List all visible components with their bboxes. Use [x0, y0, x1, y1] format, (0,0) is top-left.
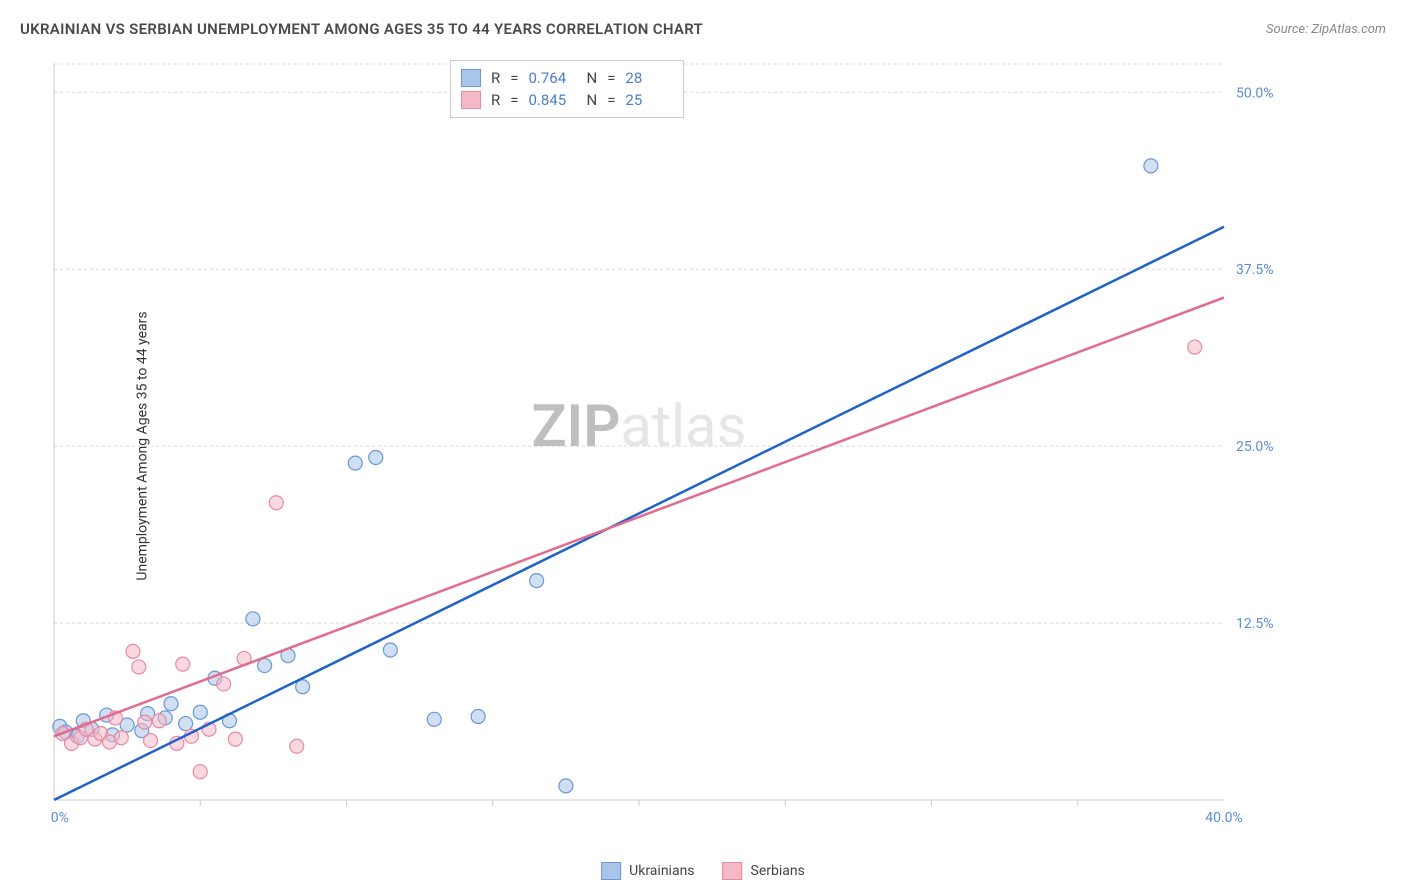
stats-legend-box: R = 0.764 N = 28 R = 0.845 N = 25 — [450, 60, 684, 118]
stat-R-serbians: 0.845 — [528, 91, 576, 109]
stat-label-N: N — [586, 69, 597, 87]
data-point — [164, 697, 178, 711]
data-point — [144, 734, 158, 748]
data-point — [383, 643, 397, 657]
stat-N-serbians: 25 — [625, 91, 673, 109]
data-point — [152, 714, 166, 728]
data-point — [246, 612, 260, 626]
data-point — [126, 644, 140, 658]
data-point — [471, 709, 485, 723]
y-tick-label: 37.5% — [1236, 262, 1274, 278]
data-point — [269, 496, 283, 510]
stat-eq: = — [510, 91, 518, 109]
data-point — [559, 779, 573, 793]
data-point — [193, 705, 207, 719]
data-point — [138, 715, 152, 729]
x-tick-label: 40.0% — [1205, 810, 1243, 826]
stat-label-R: R — [491, 69, 500, 87]
data-point — [427, 712, 441, 726]
regression-line — [54, 227, 1224, 800]
plot-area: ZIPatlas 12.5% 25.0% 37.5% 50.0% 0.0% 40.0% — [50, 60, 1290, 830]
y-tick-label: 12.5% — [1236, 616, 1274, 632]
data-point — [1188, 340, 1202, 354]
data-point — [217, 677, 231, 691]
x-tick-label: 0.0% — [50, 810, 69, 826]
stats-row-ukrainians: R = 0.764 N = 28 — [461, 67, 673, 89]
stats-row-serbians: R = 0.845 N = 25 — [461, 89, 673, 111]
swatch-ukrainians — [461, 69, 481, 87]
data-point — [114, 731, 128, 745]
data-point — [348, 456, 362, 470]
legend-label-ukrainians: Ukrainians — [629, 863, 694, 879]
data-point — [1144, 159, 1158, 173]
data-point — [369, 450, 383, 464]
stat-label-R: R — [491, 91, 500, 109]
swatch-serbians-icon — [723, 862, 743, 880]
stat-label-N: N — [586, 91, 597, 109]
data-point — [290, 739, 304, 753]
swatch-ukrainians-icon — [601, 862, 621, 880]
stat-eq: = — [607, 91, 615, 109]
watermark: ZIPatlas — [531, 393, 746, 461]
regression-line — [54, 298, 1224, 737]
y-tick-label: 25.0% — [1236, 439, 1274, 455]
legend-item-serbians: Serbians — [723, 862, 805, 880]
stat-N-ukrainians: 28 — [625, 69, 673, 87]
chart-title: UKRAINIAN VS SERBIAN UNEMPLOYMENT AMONG … — [20, 20, 703, 38]
legend-item-ukrainians: Ukrainians — [601, 862, 694, 880]
data-point — [193, 765, 207, 779]
data-point — [176, 657, 190, 671]
data-point — [530, 574, 544, 588]
data-point — [132, 660, 146, 674]
data-point — [179, 717, 193, 731]
y-tick-label: 50.0% — [1236, 85, 1274, 101]
swatch-serbians — [461, 91, 481, 109]
source-attribution: Source: ZipAtlas.com — [1266, 22, 1386, 37]
series-legend: Ukrainians Serbians — [601, 862, 805, 880]
stat-R-ukrainians: 0.764 — [528, 69, 576, 87]
stat-eq: = — [607, 69, 615, 87]
stat-eq: = — [510, 69, 518, 87]
legend-label-serbians: Serbians — [751, 863, 805, 879]
chart-svg: ZIPatlas 12.5% 25.0% 37.5% 50.0% 0.0% 40.0% — [50, 60, 1290, 830]
data-point — [228, 732, 242, 746]
data-point — [258, 659, 272, 673]
